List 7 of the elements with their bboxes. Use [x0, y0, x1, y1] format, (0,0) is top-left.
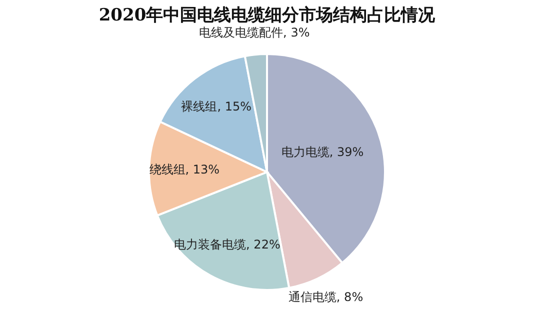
slice-label: 电力装备电缆, 22% — [174, 237, 280, 252]
chart-title: 2020年中国电线电缆细分市场结构占比情况 — [98, 6, 436, 26]
slice-label: 绕线组, 13% — [149, 162, 220, 176]
slice-label: 通信电缆, 8% — [288, 290, 364, 304]
slice-label: 电线及电缆配件, 3% — [199, 26, 310, 40]
slice-label: 电力电缆, 39% — [281, 145, 364, 160]
slice-label: 裸线组, 15% — [181, 100, 252, 114]
